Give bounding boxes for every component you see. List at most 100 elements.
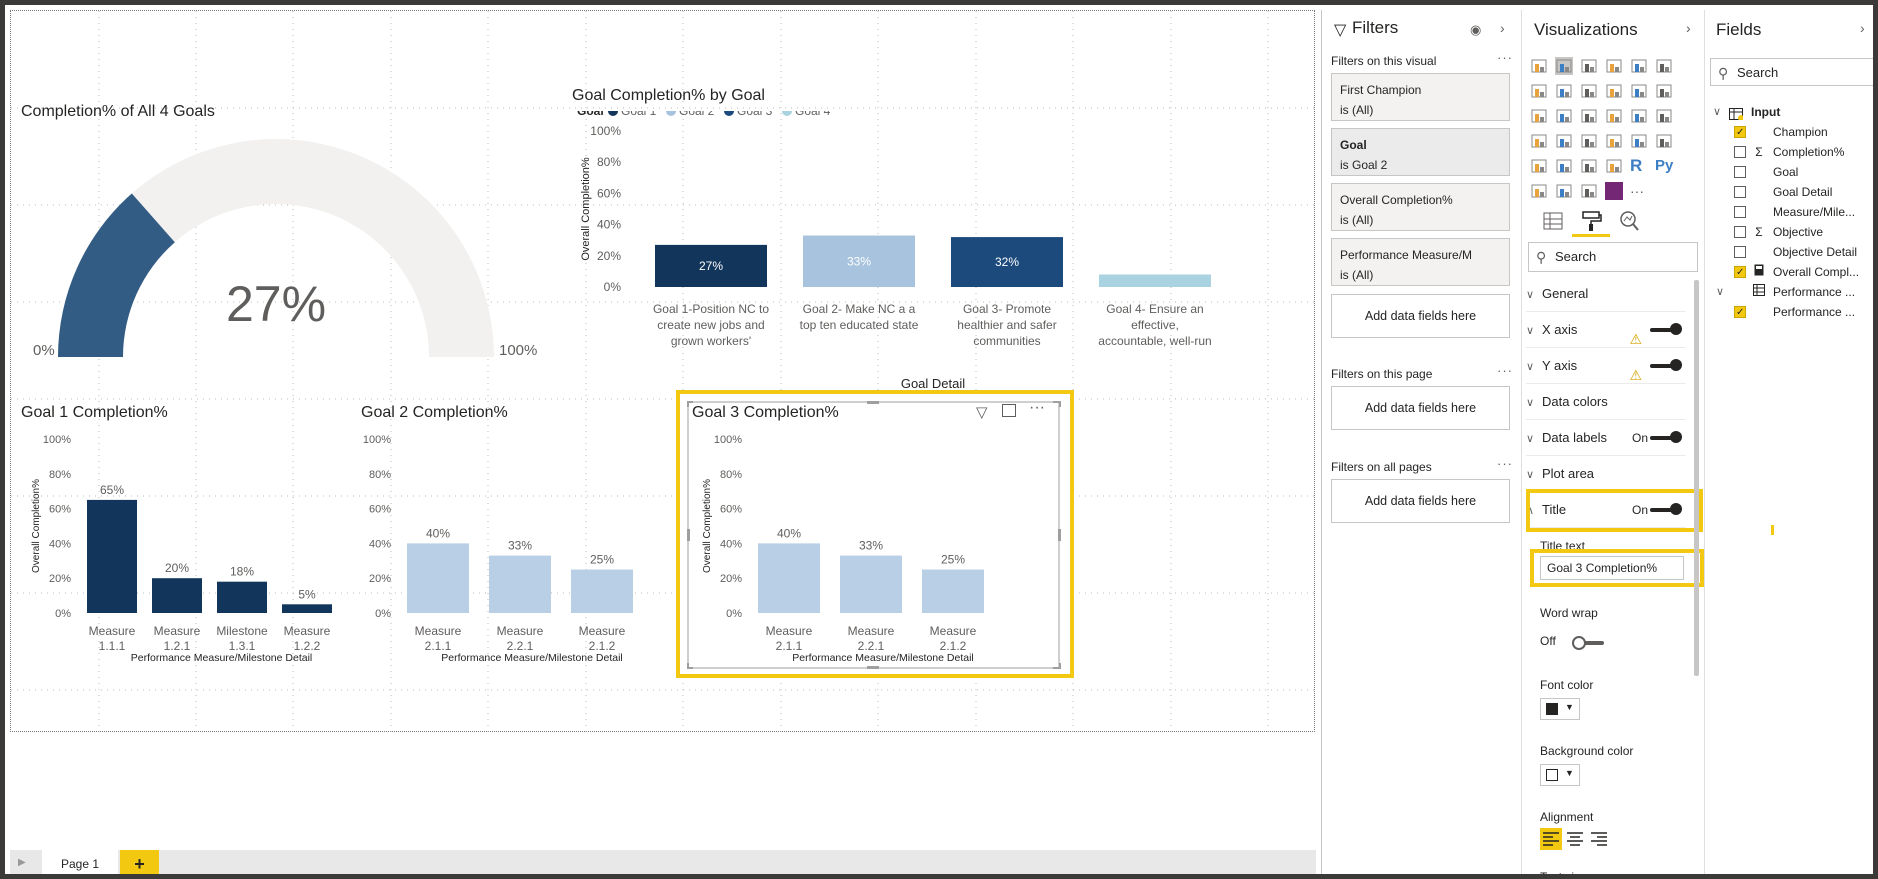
filter-card-overall-completion[interactable]: Overall Completion% is (All) — [1331, 183, 1510, 231]
visual-filter-icon[interactable]: ▽ — [976, 404, 988, 421]
gauge-visual[interactable]: 27% 0% 100% — [21, 129, 551, 369]
field-checkbox[interactable] — [1734, 263, 1746, 283]
smart-narrative-icon[interactable] — [1605, 182, 1623, 200]
pie-chart-icon[interactable] — [1580, 107, 1598, 125]
add-visual-filter-field[interactable]: Add data fields here — [1331, 294, 1510, 338]
title-text-input[interactable]: Goal 3 Completion% — [1540, 556, 1684, 580]
line-clustered-column-icon[interactable] — [1630, 82, 1648, 100]
field-checkbox[interactable] — [1734, 246, 1746, 258]
field-item[interactable]: Goal — [1705, 162, 1873, 182]
fields-search-input[interactable]: ⚲ Search — [1710, 58, 1873, 86]
funnel-icon[interactable] — [1580, 132, 1598, 150]
filters-all-more-icon[interactable]: ··· — [1497, 456, 1513, 471]
align-right-button[interactable] — [1588, 828, 1610, 850]
collapse-visualizations-icon[interactable]: › — [1686, 20, 1691, 36]
format-section-title[interactable]: ∧ Title On — [1526, 492, 1686, 528]
stacked-bar-100-icon[interactable] — [1580, 57, 1598, 75]
stacked-column-100-icon[interactable] — [1655, 57, 1673, 75]
fields-well-tab[interactable] — [1542, 210, 1564, 232]
goal-completion-chart[interactable]: Goal Goal 1 Goal 2 Goal 3 Goal 4 0% 20% 40% 60% 8… — [567, 111, 1317, 401]
shape-map-icon[interactable] — [1555, 132, 1573, 150]
filter-card-performance-measure[interactable]: Performance Measure/M is (All) — [1331, 238, 1510, 286]
donut-chart-icon[interactable] — [1605, 107, 1623, 125]
filter-card-first-champion[interactable]: First Champion is (All) — [1331, 73, 1510, 121]
chevron-down-icon[interactable]: ∨ — [1716, 286, 1725, 298]
stacked-area-icon[interactable] — [1580, 82, 1598, 100]
font-color-picker[interactable]: ▼ — [1540, 698, 1580, 720]
page-tab-1[interactable]: Page 1 — [42, 850, 118, 874]
format-section-plot-area[interactable]: ∨ Plot area — [1526, 456, 1686, 492]
more-options-icon[interactable]: ··· — [1029, 399, 1045, 416]
field-checkbox[interactable] — [1734, 123, 1746, 143]
kpi-icon[interactable] — [1530, 157, 1548, 175]
field-checkbox[interactable] — [1734, 186, 1746, 198]
add-page-button[interactable]: + — [120, 850, 159, 874]
clustered-bar-icon[interactable] — [1555, 57, 1573, 75]
treemap-icon[interactable] — [1630, 107, 1648, 125]
clustered-column-icon[interactable] — [1630, 57, 1648, 75]
format-section-general[interactable]: ∨ General — [1526, 276, 1686, 312]
analytics-magnifier-icon[interactable] — [1618, 210, 1640, 232]
multirow-card-icon[interactable] — [1655, 132, 1673, 150]
format-search-input[interactable]: ⚲ Search — [1528, 242, 1698, 272]
field-checkbox[interactable] — [1734, 303, 1746, 323]
python-visual-icon[interactable]: Py — [1655, 157, 1674, 174]
area-chart-icon[interactable] — [1555, 82, 1573, 100]
align-center-button[interactable] — [1564, 828, 1586, 850]
goal1-completion-chart[interactable]: 0% 20% 40% 60% 80% 100% Overall Completion% 65%… — [21, 427, 361, 672]
r-visual-icon[interactable]: R — [1630, 156, 1643, 175]
collapse-fields-icon[interactable]: › — [1860, 20, 1865, 36]
field-item[interactable]: Performance ... — [1705, 302, 1873, 323]
align-left-button[interactable] — [1540, 828, 1562, 850]
gauge-icon[interactable] — [1605, 132, 1623, 150]
field-item[interactable]: ∨ Performance ... — [1705, 282, 1873, 302]
field-item[interactable]: Overall Compl... — [1705, 262, 1873, 283]
field-checkbox[interactable] — [1734, 166, 1746, 178]
line-chart-icon[interactable] — [1530, 82, 1548, 100]
table-icon[interactable] — [1580, 157, 1598, 175]
waterfall-icon[interactable] — [1530, 107, 1548, 125]
data-labels-toggle[interactable] — [1650, 431, 1682, 443]
filter-card-goal[interactable]: Goal is Goal 2 — [1331, 128, 1510, 176]
format-section-x-axis[interactable]: ∨ X axis ⚠ — [1526, 312, 1686, 348]
matrix-icon[interactable] — [1605, 157, 1623, 175]
title-toggle[interactable] — [1650, 503, 1682, 515]
word-wrap-toggle[interactable] — [1572, 636, 1604, 650]
filters-page-more-icon[interactable]: ··· — [1497, 363, 1513, 378]
field-item[interactable]: Objective Detail — [1705, 242, 1873, 262]
decomposition-tree-icon[interactable] — [1555, 182, 1573, 200]
format-section-data-labels[interactable]: ∨ Data labels On — [1526, 420, 1686, 456]
filled-map-icon[interactable] — [1530, 132, 1548, 150]
field-checkbox[interactable] — [1734, 226, 1746, 238]
field-checkbox[interactable] — [1734, 146, 1746, 158]
line-column-icon[interactable] — [1605, 82, 1623, 100]
field-item[interactable]: Σ Objective — [1705, 222, 1873, 242]
format-paint-roller-icon[interactable] — [1580, 210, 1602, 232]
format-section-y-axis[interactable]: ∨ Y axis ⚠ — [1526, 348, 1686, 384]
filters-visual-more-icon[interactable]: ··· — [1497, 50, 1513, 65]
qa-icon[interactable] — [1580, 182, 1598, 200]
add-all-pages-filter-field[interactable]: Add data fields here — [1331, 479, 1510, 523]
field-item[interactable]: Σ Completion% — [1705, 142, 1873, 162]
ribbon-chart-icon[interactable] — [1655, 82, 1673, 100]
background-color-picker[interactable]: ▼ — [1540, 764, 1580, 786]
add-page-filter-field[interactable]: Add data fields here — [1331, 386, 1510, 430]
scatter-icon[interactable] — [1555, 107, 1573, 125]
collapse-filters-icon[interactable]: › — [1500, 20, 1505, 36]
field-item[interactable]: Champion — [1705, 122, 1873, 143]
more-visuals-icon[interactable]: ··· — [1630, 183, 1644, 199]
table-input[interactable]: ∨ Input — [1705, 102, 1873, 122]
goal3-completion-chart[interactable]: 0% 20% 40% 60% 80% 100% Overall Completion% 40%… — [691, 427, 1061, 672]
card-icon[interactable] — [1630, 132, 1648, 150]
x-axis-toggle[interactable] — [1650, 323, 1682, 335]
y-axis-toggle[interactable] — [1650, 359, 1682, 371]
map-icon[interactable] — [1655, 107, 1673, 125]
stacked-column-icon[interactable] — [1605, 57, 1623, 75]
format-scrollbar[interactable] — [1694, 280, 1699, 676]
format-section-data-colors[interactable]: ∨ Data colors — [1526, 384, 1686, 420]
focus-mode-icon[interactable] — [1002, 404, 1016, 417]
key-influencers-icon[interactable] — [1530, 182, 1548, 200]
field-item[interactable]: Measure/Mile... — [1705, 202, 1873, 222]
field-checkbox[interactable] — [1734, 206, 1746, 218]
eye-icon[interactable]: ◉ — [1470, 22, 1482, 37]
